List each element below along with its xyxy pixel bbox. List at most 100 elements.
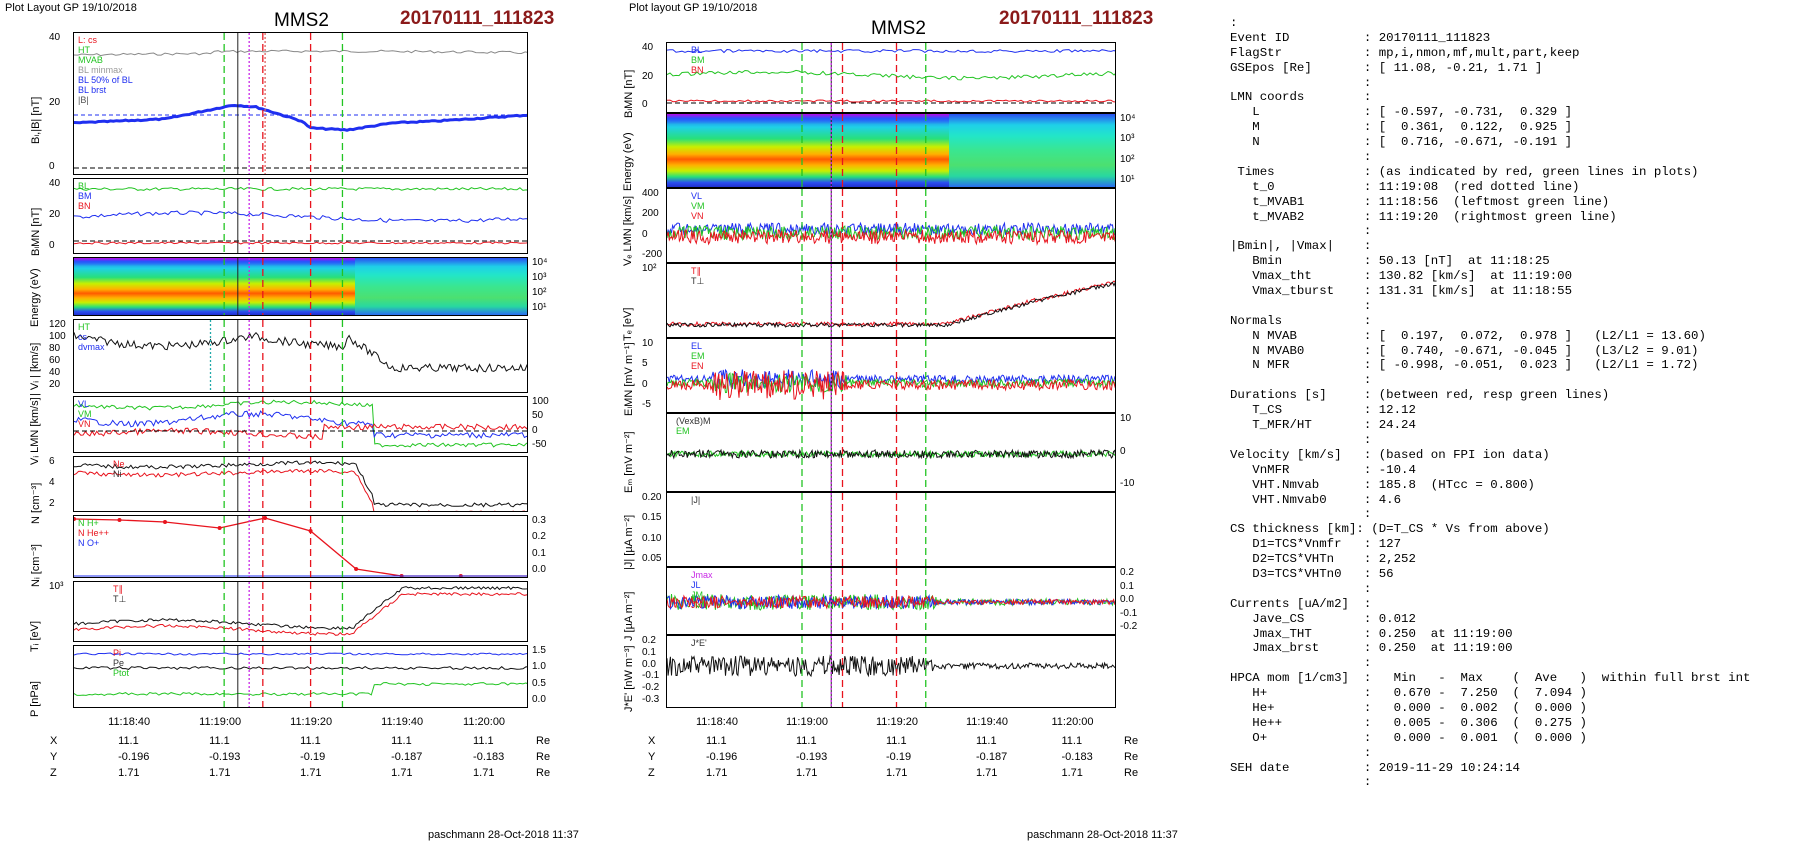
middle-coord-X-2: 11.1 (796, 735, 817, 747)
left-vn-line (74, 423, 527, 440)
left-panel-5-tick-2: 50 (532, 410, 544, 422)
left-coord-Y-4: -0.187 (391, 751, 423, 763)
middle-panel-9-tick-4: -0.1 (642, 670, 660, 682)
left-panel-4-legend-2: cs (78, 332, 87, 342)
middle-panel-9-tick-5: -0.2 (642, 682, 660, 694)
middle-panel-7-tick-4: 0.05 (642, 553, 662, 564)
middle-panel-3-legend-1: VL (691, 191, 703, 201)
left-pi-line (74, 652, 527, 656)
middle-coord-Y-1: -0.196 (706, 751, 738, 763)
left-panel-7-tick-3: 0.1 (532, 547, 546, 559)
middle-panel-2-tick-4: 10¹ (1120, 174, 1135, 185)
mid-tperp-line (667, 281, 1115, 329)
summary-line: t_MVAB2 : 11:19:20 (rightmost green line… (1230, 209, 1617, 224)
middle-panel-3 (666, 188, 1116, 263)
mid-en-line (667, 370, 1115, 401)
middle-panel-2-ylabel: Energy (eV) (622, 131, 634, 191)
middle-coord-Z-5: 1.71 (1061, 767, 1083, 779)
middle-panel-6-legend-2: EM (676, 426, 690, 436)
left-panel-4-tick-3: 80 (49, 343, 61, 354)
middle-panel-8-legend-1: Jmax (691, 570, 713, 580)
left-xtick-2: 11:19:00 (199, 716, 242, 728)
summary-line: L : [ -0.597, -0.731, 0.329 ] (1230, 105, 1573, 120)
summary-line: VnMFR : -10.4 (1230, 462, 1416, 477)
summary-line: Currents [uA/m2] : (1230, 596, 1372, 611)
middle-coord-Z-2: 1.71 (796, 767, 818, 779)
middle-panel-6-tick-3: -10 (1120, 478, 1135, 489)
left-he-point (74, 517, 76, 521)
left-coord-X-2: 11.1 (209, 735, 230, 747)
summary-line: Event ID : 20170111_111823 (1230, 30, 1491, 45)
middle-coord-Z-4: 1.71 (976, 767, 998, 779)
summary-line: : (1230, 224, 1372, 239)
left-b-total-line (74, 49, 527, 57)
middle-panel-8-legend-4: JN (691, 600, 702, 610)
middle-coord-unit-Y: Re (1124, 751, 1139, 763)
middle-panel-4-tick-1: 10² (642, 263, 657, 274)
middle-panel-2 (666, 113, 1116, 188)
middle-panel-7-tick-2: 0.15 (642, 512, 662, 524)
middle-xtick-3: 11:19:20 (876, 716, 919, 728)
summary-line: Velocity [km/s] : (based on FPI ion data… (1230, 447, 1550, 462)
left-panel-8-legend-1: T∥ (113, 584, 123, 594)
middle-panel-8-plot (667, 568, 1115, 634)
mid-bm-line (667, 69, 1115, 81)
middle-spacecraft-title: MMS2 (871, 18, 926, 39)
middle-coord-Y-4: -0.187 (976, 751, 1008, 763)
summary-line: Bmin : 50.13 [nT] at 11:18:25 (1230, 254, 1550, 269)
summary-line: N MVAB0 : [ 0.740, -0.671, -0.045 ] (L3/… (1230, 343, 1699, 358)
middle-panel-8 (666, 567, 1116, 635)
left-panel-9 (73, 645, 528, 708)
left-xtick-1: 11:18:40 (108, 716, 151, 728)
left-coord-Z-4: 1.71 (391, 767, 413, 779)
summary-line: : (1230, 373, 1372, 388)
left-panel-6-legend-1: Ne (113, 459, 125, 469)
left-panel-7-legend-1: N H+ (78, 518, 99, 528)
summary-line: : (1230, 298, 1372, 313)
summary-line: Jmax_THT : 0.250 at 11:19:00 (1230, 626, 1513, 641)
middle-panel-1 (666, 42, 1116, 113)
summary-line: : (1230, 75, 1372, 90)
left-panel-1 (73, 32, 528, 175)
left-panel-7-legend-3: N O+ (78, 538, 100, 548)
middle-panel-4-legend-2: T⊥ (691, 276, 705, 286)
middle-coord-label-Y: Y (648, 751, 656, 763)
mid-electron-spectrogram-quiet-region (949, 114, 1115, 187)
middle-panel-5-legend-3: EN (691, 361, 704, 371)
mid-el-line (667, 368, 1115, 391)
left-panel-8-ylabel: Tᵢ [eV] (29, 620, 41, 652)
summary-line: O+ : 0.000 - 0.001 ( 0.000 ) (1230, 730, 1587, 745)
middle-panel-1-tick-3: 0 (642, 99, 648, 110)
left-pe-line (74, 666, 527, 671)
summary-line: : (1230, 432, 1372, 447)
summary-line: Vmax_tht : 130.82 [km/s] at 11:19:00 (1230, 269, 1573, 284)
middle-panel-5-tick-3: 0 (642, 378, 648, 390)
left-panel-1-tick-1: 40 (49, 32, 61, 43)
left-panel-3-tick-2: 10³ (532, 272, 547, 283)
left-ni-line (74, 468, 525, 511)
middle-panel-9-tick-6: -0.3 (642, 694, 660, 705)
middle-panel-2-plot (801, 114, 927, 187)
left-he-point (163, 520, 167, 524)
middle-panel-7-tick-3: 0.10 (642, 532, 662, 544)
middle-event-title: 20170111_111823 (999, 8, 1154, 29)
left-he-point (527, 574, 528, 578)
summary-line: Jave_CS : 0.012 (1230, 611, 1416, 626)
left-panel-3-tick-4: 10¹ (532, 302, 547, 313)
middle-panel-8-legend-2: JL (691, 580, 701, 590)
mid-vexb-line (667, 448, 1115, 460)
left-panel-4-ylabel: | Vᵢ | [km/s] (29, 342, 41, 396)
middle-coord-X-5: 11.1 (1061, 735, 1083, 747)
left-panel-7-legend-2: N He++ (78, 528, 110, 538)
middle-panel-8-tick-4: -0.1 (1120, 607, 1138, 619)
left-panel-6-ylabel: N [cm⁻³] (30, 482, 42, 524)
left-bl-line (74, 103, 527, 132)
middle-xtick-1: 11:18:40 (696, 716, 739, 728)
left-panel-3-tick-3: 10² (532, 287, 547, 298)
middle-coord-Z-3: 1.71 (886, 767, 908, 779)
summary-line: GSEpos [Re] : [ 11.08, -0.21, 1.71 ] (1230, 60, 1543, 75)
left-panel-6-legend-2: Ni (113, 469, 122, 479)
summary-line: Vmax_tburst : 131.31 [km/s] at 11:18:55 (1230, 284, 1573, 299)
left-panel-9-legend-3: Ptot (113, 668, 130, 678)
middle-panel-9-tick-2: 0.1 (642, 646, 656, 658)
